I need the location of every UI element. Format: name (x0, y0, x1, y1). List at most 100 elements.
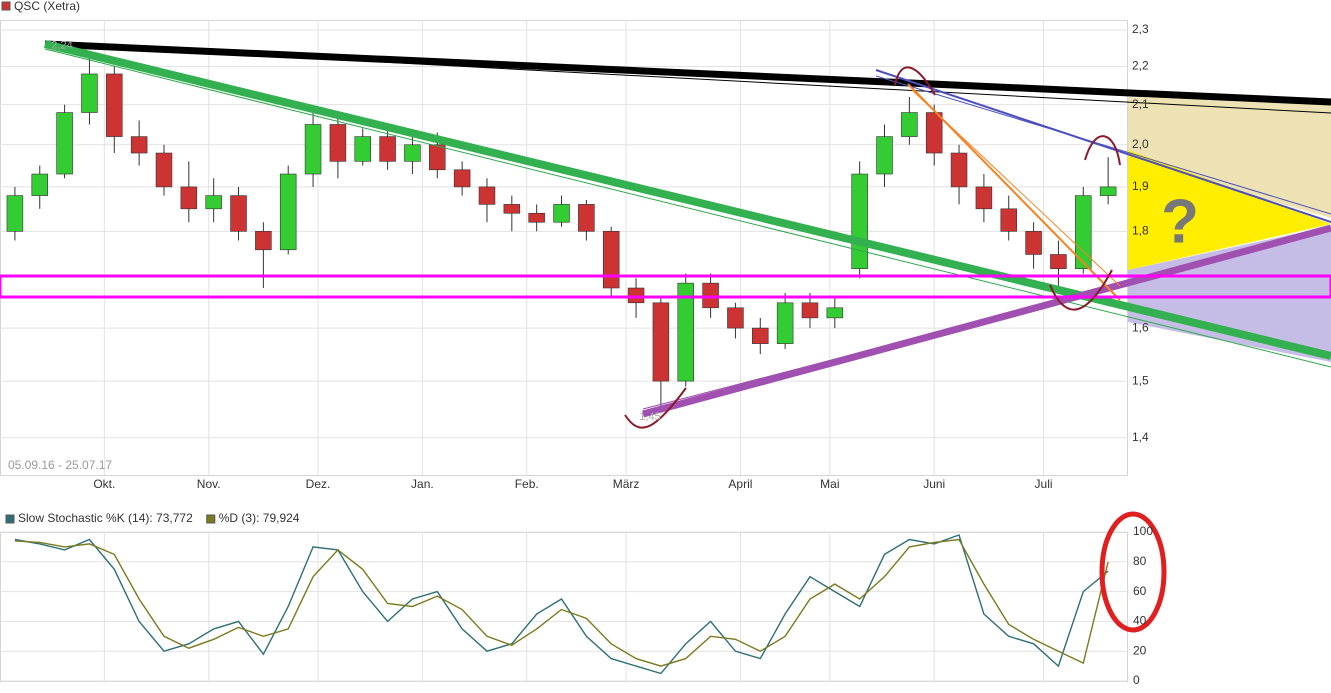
legend-label: Slow Stochastic %K (14): 73,772 (18, 511, 193, 525)
y-tick-label: 2,2 (1132, 59, 1149, 73)
candle-body (752, 327, 769, 344)
date-range: 05.09.16 - 25.07.17 (8, 458, 112, 472)
candle-body (578, 204, 595, 232)
y-tick-label: 60 (1133, 584, 1147, 598)
hand-mark (1049, 269, 1113, 311)
yellow-triangle (1128, 150, 1331, 270)
labels: 1,4 1,5 1,6 1,8 1,9 2,0 2,1 2,2 2,3 Okt. Nov. Dez. J… (5, 22, 1153, 687)
candle-body (31, 173, 49, 196)
stoch-line (14, 534, 1109, 675)
candle-body (876, 136, 893, 175)
candle-body (950, 152, 968, 188)
y-tick-label: 0 (1133, 673, 1140, 687)
candle-body (106, 73, 123, 137)
candle-body (851, 173, 868, 269)
x-tick-label: Nov. (197, 477, 221, 491)
y-tick-label: 2,0 (1132, 137, 1149, 151)
price-annotation: 2,24 (51, 40, 72, 52)
candle-body (702, 282, 719, 309)
candle-body (528, 212, 545, 223)
x-tick-label: März (613, 477, 640, 491)
x-tick-label: Juli (1035, 477, 1053, 491)
x-tick-label: Feb. (515, 477, 539, 491)
x-tick-label: Jan. (411, 477, 434, 491)
candle-body (354, 136, 371, 162)
y-tick-label: 1,4 (1132, 430, 1149, 444)
magenta-zone (0, 274, 1331, 299)
x-tick-label: Dez. (306, 477, 331, 491)
candle-body (205, 195, 222, 210)
candle-body (453, 169, 471, 188)
downtrend-line (44, 40, 1331, 360)
candle-body (478, 186, 496, 205)
y-tick-label: 20 (1133, 643, 1147, 657)
candle-body (279, 173, 297, 251)
trend-line-thin (44, 48, 1331, 368)
y-tick-label: 80 (1133, 554, 1147, 568)
y-tick-label: 40 (1133, 614, 1147, 628)
y-tick-label: 1,5 (1132, 373, 1149, 387)
candle-body (553, 204, 570, 223)
blue-line (875, 69, 1331, 223)
candle-body (155, 152, 173, 188)
drawing-zones (1128, 97, 1331, 362)
candle-body (180, 186, 198, 210)
x-tick-label: Mai (820, 477, 839, 491)
y-tick-label: 1,8 (1132, 223, 1149, 237)
candle-body (255, 231, 272, 251)
price-annotation: 1,45 (639, 411, 660, 423)
chart-title: QSC (Xetra) (14, 0, 80, 13)
x-tick-label: Okt. (93, 477, 115, 491)
candle-body (975, 186, 993, 210)
candles (6, 51, 1117, 675)
candle-body (230, 195, 247, 232)
y-tick-label: 1,9 (1132, 179, 1149, 193)
stoch-panel (0, 532, 1128, 682)
support-line (642, 224, 1331, 418)
x-tick-label: April (728, 477, 752, 491)
candle-body (379, 136, 396, 162)
lavender-zone (1128, 226, 1331, 362)
candle-body (677, 282, 694, 382)
blue-line-thin (875, 75, 1331, 215)
candle-body (404, 144, 421, 162)
y-tick-label: 2,3 (1132, 22, 1149, 36)
candle-body (1025, 231, 1042, 255)
candle-body (81, 73, 98, 113)
stoch-line (14, 538, 1109, 667)
x-tick-label: Juni (923, 477, 945, 491)
y-tick-label: 1,6 (1132, 320, 1149, 334)
candle-body (130, 136, 148, 154)
hand-mark (894, 66, 936, 96)
orange-line-thin (911, 89, 1121, 287)
candle-body (652, 302, 670, 382)
candle-body (429, 144, 446, 171)
candle-body (6, 195, 24, 232)
candle-body (801, 302, 819, 319)
highlight-ellipse (1099, 511, 1167, 633)
candle-body (627, 287, 645, 304)
legend-swatch (5, 514, 15, 524)
resistance-line (44, 40, 1331, 106)
candle-body (776, 302, 794, 344)
question-mark: ? (1161, 187, 1199, 256)
candle-body (727, 307, 744, 329)
candle-body (826, 307, 844, 319)
background (0, 20, 1128, 682)
title-swatch (1, 1, 11, 11)
trend-lines (0, 40, 1331, 633)
grid (0, 20, 1128, 682)
candle-body (1000, 208, 1017, 232)
price-panel (0, 20, 1128, 476)
candle-body (304, 124, 322, 175)
hand-mark (624, 387, 687, 429)
legend-swatch (206, 514, 216, 524)
hand-mark (1084, 135, 1121, 166)
candle-body (329, 124, 347, 162)
candle-body (901, 112, 918, 137)
candle-body (1099, 186, 1117, 196)
candle-body (56, 112, 73, 175)
candle-body (503, 204, 521, 214)
beige-zone (1128, 97, 1331, 218)
